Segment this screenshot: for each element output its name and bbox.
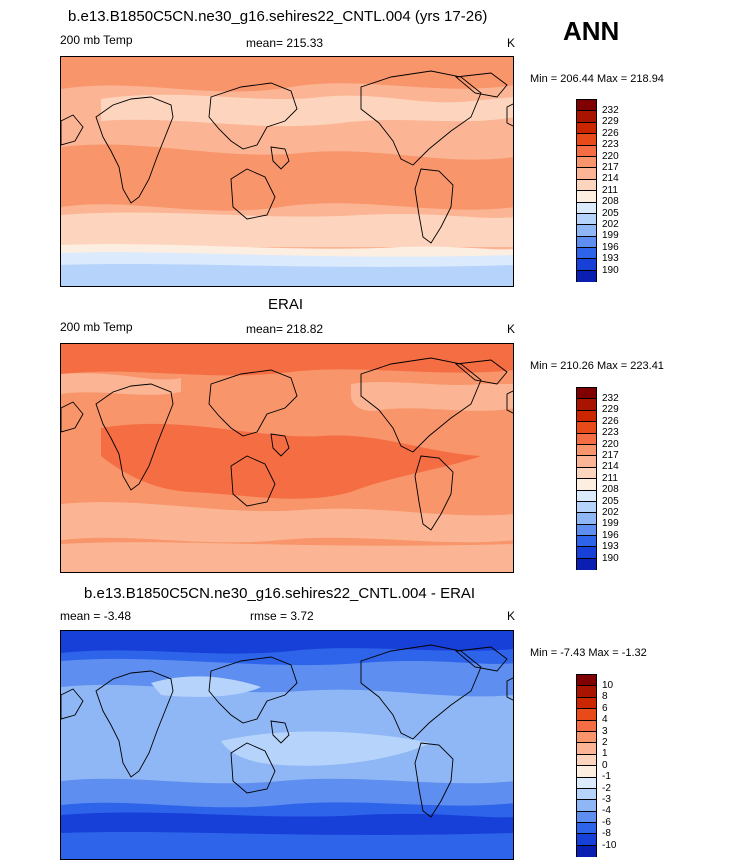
panel-2-colorbar-tick: 211 [602,472,618,484]
panel-2-colorbar-tick: 217 [602,450,619,461]
panel-3-colorbar-tick: 0 [602,759,608,771]
panel-2-minmax-label: Min = 210.26 Max = 223.41 [530,360,664,372]
panel-2-colorbar-tick: 190 [602,552,619,564]
panel-3-rmse-label: rmse = 3.72 [250,609,314,623]
panel-1-colorbar [576,99,597,283]
panel-2-colorbar-tick: 199 [602,518,619,530]
panel-3-colorbar-tick: -6 [602,816,611,828]
panel-2-colorbar-tick: 229 [602,404,619,416]
panel-2-colorbar-tick: 205 [602,495,619,507]
panel-2-title: ERAI [268,296,304,313]
panel-3-colorbar-tick: -8 [602,828,611,840]
panel-1-colorbar-tick: 208 [602,196,619,208]
panel-3-colorbar-tick: 1 [602,748,608,760]
panel-1-colorbar-tick: 193 [602,253,619,265]
panel-1-minmax-label: Min = 206.44 Max = 218.94 [530,73,664,85]
panel-2-colorbar-tick: 208 [602,484,619,496]
panel-1-variable-label: 200 mb Temp [60,33,133,47]
panel-1-colorbar-tick: 232 [602,105,619,116]
panel-3-colorbar-tick: 10 [602,680,614,691]
panel-3-units-label: K [507,609,516,623]
panel-1-mean-label: mean= 215.33 [246,36,324,50]
panel-3-title: b.e13.B1850C5CN.ne30_g16.sehires22_CNTL.… [84,585,476,602]
panel-3-colorbar-tick: 3 [602,725,608,737]
panel-3-colorbar-tick: -3 [602,794,611,805]
panel-3-colorbar [576,674,597,858]
panel-3-colorbar-tick: 6 [602,702,608,714]
panel-1-colorbar-tick: 211 [602,184,618,196]
panel-3-colorbar-tick: -10 [602,839,617,851]
panel-2-units-label: K [507,322,516,336]
panel-2-colorbar-tick: 223 [602,427,619,439]
panel-2-mean-label: mean= 218.82 [246,322,324,336]
panel-1-colorbar-tick: 214 [602,173,619,185]
panel-3-colorbar-tick: -1 [602,771,611,783]
panel-3-mean-label: mean = -3.48 [60,609,132,623]
panel-3-colorbar-tick: -2 [602,782,611,794]
panel-3-colorbar-tick: 2 [602,737,608,748]
panel-1-colorbar-tick: 196 [602,241,619,253]
panel-1-colorbar-tick: 226 [602,127,619,139]
panel-3-minmax-label: Min = -7.43 Max = -1.32 [530,647,647,659]
panel-2-colorbar-tick: 196 [602,529,619,541]
panel-3-colorbar-tick: 4 [602,714,608,726]
panel-1-colorbar-tick: 199 [602,230,619,242]
panel-2-variable-label: 200 mb Temp [60,320,133,334]
panel-3-colorbar-tick: 8 [602,691,608,703]
panel-2-colorbar-tick: 232 [602,393,619,404]
panel-1-colorbar-tick: 190 [602,264,619,276]
panel-1-colorbar-tick: 223 [602,139,619,151]
panel-3-map [60,630,514,860]
panel-2-colorbar-tick: 202 [602,507,619,518]
panel-1-units-label: K [507,36,516,50]
panel-2-colorbar-tick: 220 [602,438,619,450]
panel-1-colorbar-tick: 202 [602,219,619,230]
season-label: ANN [563,16,620,46]
panel-1-colorbar-tick: 217 [602,162,619,173]
panel-1-colorbar-tick: 229 [602,116,619,128]
panel-1-colorbar-tick: 205 [602,207,619,219]
panel-1-colorbar-tick: 220 [602,150,619,162]
panel-2-map [60,343,514,573]
panel-2-colorbar-tick: 226 [602,415,619,427]
panel-2-colorbar-tick: 193 [602,541,619,553]
panel-1-map [60,56,514,287]
panel-2-colorbar [576,387,597,571]
panel-1-title: b.e13.B1850C5CN.ne30_g16.sehires22_CNTL.… [68,8,488,25]
panel-3-colorbar-tick: -4 [602,805,611,817]
panel-2-colorbar-tick: 214 [602,461,619,473]
